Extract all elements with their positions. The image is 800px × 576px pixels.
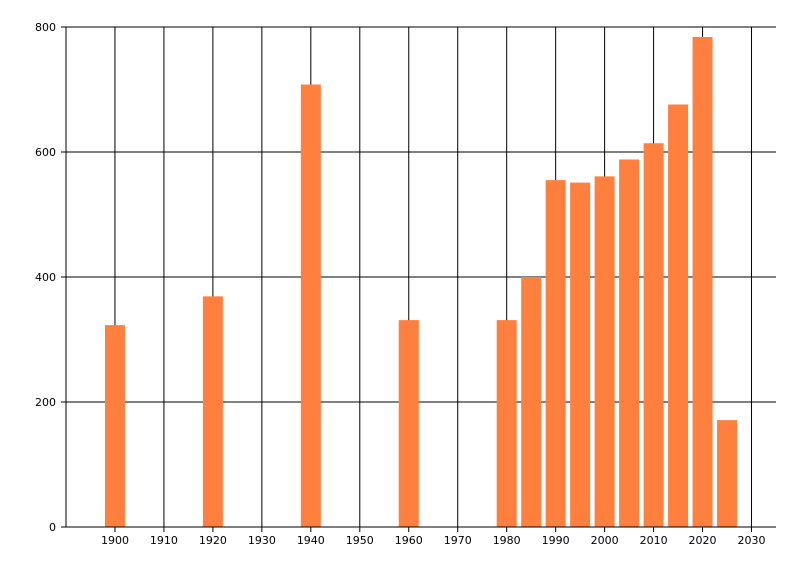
bar (643, 143, 664, 527)
x-tick-label: 2000 (591, 534, 619, 547)
y-tick-label: 800 (35, 21, 56, 34)
x-tick-label: 1980 (493, 534, 521, 547)
bar (717, 420, 738, 527)
y-tick-label: 200 (35, 396, 56, 409)
x-tick-label: 1940 (297, 534, 325, 547)
chart-tick-labels: 1900 1910 1920 1930 1940 1950 1960 1970 1980 1990… (35, 21, 766, 547)
x-tick-label: 1950 (346, 534, 374, 547)
x-tick-label: 1990 (542, 534, 570, 547)
bar (668, 104, 689, 527)
x-tick-label: 1920 (199, 534, 227, 547)
y-tick-label: 600 (35, 146, 56, 159)
x-tick-label: 2010 (640, 534, 668, 547)
x-tick-label: 1930 (248, 534, 276, 547)
x-tick-label: 2020 (689, 534, 717, 547)
x-tick-label: 1910 (150, 534, 178, 547)
bar (202, 296, 223, 527)
bar (619, 159, 640, 527)
bar (570, 182, 591, 527)
y-tick-label: 0 (49, 521, 56, 534)
x-tick-label: 2030 (738, 534, 766, 547)
chart-axes (65, 27, 776, 528)
bar (545, 180, 566, 527)
x-tick-label: 1900 (101, 534, 129, 547)
bar (521, 277, 542, 527)
bar (496, 320, 517, 527)
bar (594, 176, 615, 527)
bar (104, 325, 125, 527)
y-tick-label: 400 (35, 271, 56, 284)
bar (398, 320, 419, 527)
bar (692, 37, 713, 527)
chart-bars (104, 37, 738, 527)
x-tick-label: 1970 (444, 534, 472, 547)
bar (300, 84, 321, 527)
x-tick-label: 1960 (395, 534, 423, 547)
